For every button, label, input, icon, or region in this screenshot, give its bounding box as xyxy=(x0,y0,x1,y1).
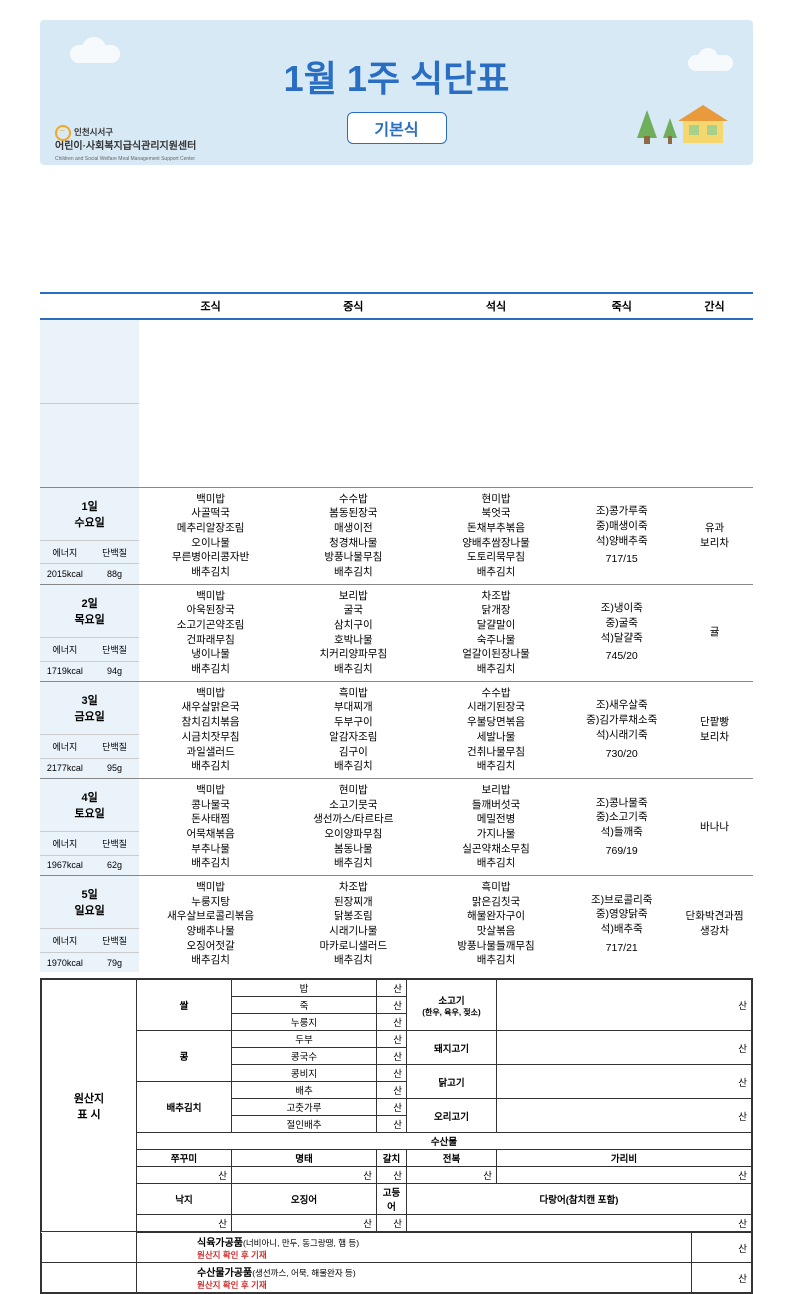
column-header-row: 조식 중식 석식 죽식 간식 xyxy=(40,293,753,319)
subtitle: 기본식 xyxy=(347,112,447,144)
logo: 인천시서구 어린이·사회복지급식관리지원센터 Children and Soci… xyxy=(55,125,196,162)
page-title: 1월 1주 식단표 xyxy=(40,20,753,102)
origin-table: 원산지표 시 쌀 밥산 소고기(한우, 육우, 젖소) 산 죽산 누룽지산 콩 … xyxy=(40,978,753,1294)
header-decoration xyxy=(637,110,723,143)
meal-plan-table: 조식 중식 석식 죽식 간식 1일수요일백미밥사골떡국메추리알장조림오이나물무른… xyxy=(40,292,753,972)
